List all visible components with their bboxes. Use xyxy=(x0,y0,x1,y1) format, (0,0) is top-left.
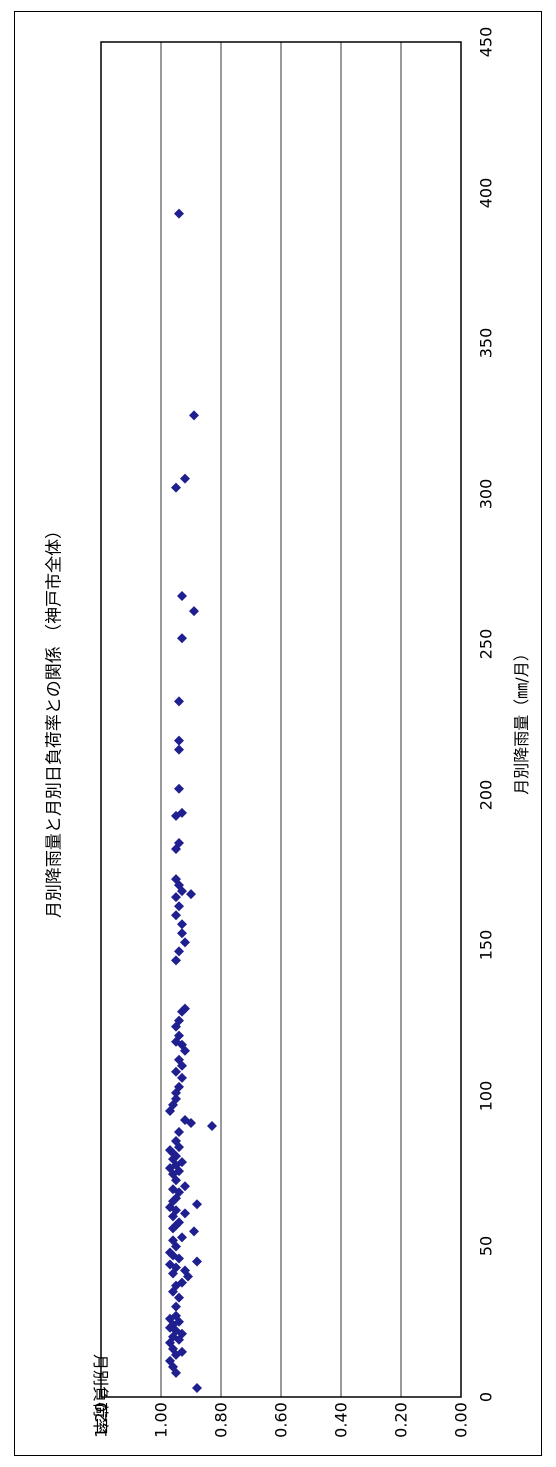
plot-area xyxy=(100,41,462,1398)
x-tick-label: 200 xyxy=(476,779,496,811)
y-tick-label: 0.40 xyxy=(331,1402,351,1438)
data-point xyxy=(171,1066,181,1077)
data-point xyxy=(174,744,184,755)
data-point xyxy=(171,1301,181,1312)
data-point xyxy=(171,892,181,903)
y-tick-label: 0.60 xyxy=(271,1402,291,1438)
x-tick-label: 250 xyxy=(476,628,496,660)
data-point xyxy=(174,1054,184,1065)
data-point xyxy=(171,482,181,493)
x-tick-label: 400 xyxy=(476,177,496,208)
x-tick-label: 450 xyxy=(476,26,496,58)
data-point xyxy=(177,1232,187,1243)
data-point xyxy=(174,946,184,957)
data-point xyxy=(207,1121,217,1131)
data-point xyxy=(177,919,187,930)
data-point xyxy=(171,1136,181,1147)
y-tick-label: 0.20 xyxy=(391,1402,411,1438)
data-point xyxy=(192,1199,202,1210)
data-point xyxy=(180,1181,190,1192)
data-point xyxy=(171,910,181,921)
data-point xyxy=(174,1030,184,1041)
x-tick-label: 100 xyxy=(476,1080,496,1112)
data-point xyxy=(174,837,184,848)
y-tick-label: 1.00 xyxy=(151,1402,171,1438)
data-point xyxy=(192,1256,202,1267)
y-tick-label: 0.80 xyxy=(211,1402,231,1438)
data-point xyxy=(174,696,184,707)
data-point xyxy=(171,1021,181,1032)
data-point xyxy=(168,1235,178,1246)
data-point xyxy=(177,591,187,602)
data-point xyxy=(180,1114,190,1125)
x-tick-label: 0 xyxy=(476,1391,496,1403)
data-point xyxy=(174,901,184,912)
data-point xyxy=(171,1093,181,1104)
data-point xyxy=(180,1265,190,1276)
data-point xyxy=(174,1127,184,1138)
x-tick-label: 50 xyxy=(476,1236,496,1257)
data-point xyxy=(177,1157,187,1168)
data-point xyxy=(165,1259,175,1270)
data-point xyxy=(165,1145,175,1156)
data-point xyxy=(177,1346,187,1357)
chart-frame xyxy=(14,11,542,1456)
x-tick-label: 350 xyxy=(476,327,496,359)
data-point xyxy=(180,937,190,948)
data-points xyxy=(165,208,217,1393)
data-point xyxy=(174,1217,184,1228)
chart-title: 月別降雨量と月別日負荷率との関係 （神戸市全体） xyxy=(44,521,65,919)
data-point xyxy=(180,1003,190,1014)
y-tick-label: 0.00 xyxy=(451,1402,471,1438)
data-point xyxy=(165,1355,175,1366)
data-point xyxy=(174,735,184,746)
data-point xyxy=(180,473,190,484)
data-point xyxy=(189,1226,199,1237)
data-point xyxy=(168,1184,178,1195)
data-point xyxy=(177,633,187,644)
data-point xyxy=(189,410,199,421)
data-point xyxy=(177,1277,187,1288)
data-point xyxy=(171,955,181,966)
data-point xyxy=(177,1072,187,1083)
data-point xyxy=(174,1081,184,1092)
data-point xyxy=(189,606,199,617)
data-point xyxy=(192,1382,202,1393)
data-point xyxy=(174,783,184,794)
data-point xyxy=(174,1292,184,1303)
data-point xyxy=(186,889,196,900)
data-point xyxy=(177,807,187,818)
data-point xyxy=(165,1247,175,1258)
data-point xyxy=(171,874,181,885)
x-tick-label: 150 xyxy=(476,930,496,961)
x-tick-label: 300 xyxy=(476,478,496,509)
data-point xyxy=(180,1208,190,1219)
data-point xyxy=(177,928,187,939)
gridlines xyxy=(160,42,402,1397)
data-point xyxy=(174,1015,184,1026)
data-point xyxy=(174,208,184,219)
x-axis-title: 月別降雨量（㎜/月） xyxy=(512,645,531,795)
data-point xyxy=(171,1310,181,1321)
y-tick-label: 1.20 xyxy=(91,1402,111,1438)
